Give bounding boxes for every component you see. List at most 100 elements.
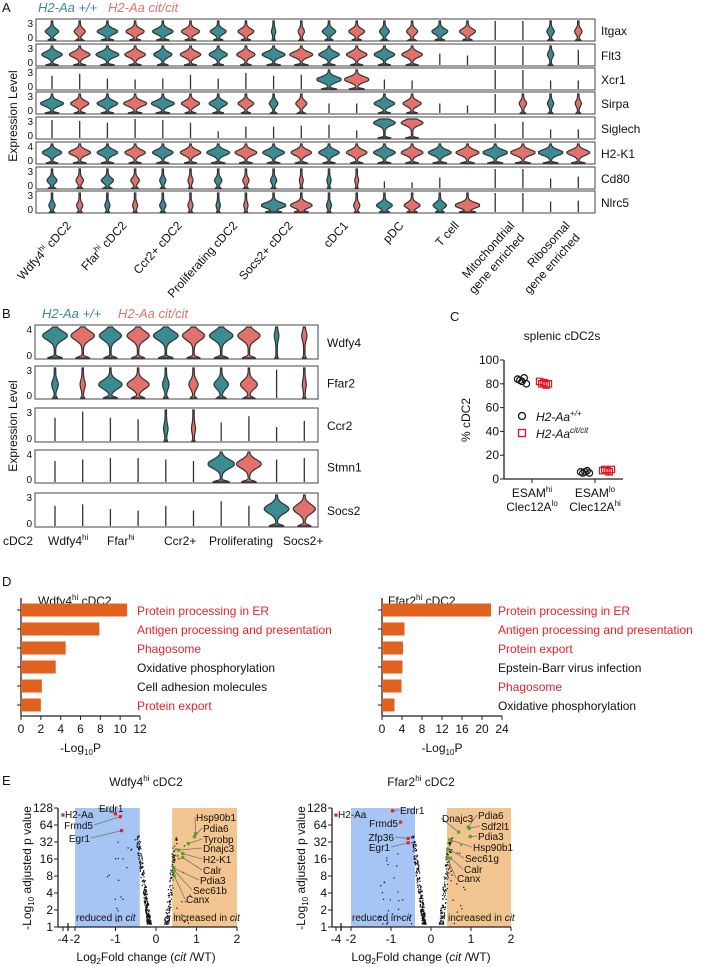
violin-row-frame (34, 407, 319, 443)
violin-cit (234, 143, 258, 164)
gene-point (451, 874, 453, 876)
gene-point (147, 920, 149, 923)
label-leader (390, 842, 409, 848)
violin-cit (301, 367, 307, 399)
panel-label-c: C (450, 309, 459, 324)
violin-wt (213, 367, 229, 399)
violin-wt (41, 45, 63, 66)
gene-point (164, 919, 166, 921)
gene-label: Pdia6 (478, 811, 504, 822)
gene-point (137, 852, 139, 854)
violin-wt (273, 326, 280, 359)
gene-point (176, 839, 178, 841)
gene-point (149, 914, 151, 916)
gene-point (412, 847, 415, 849)
gene-point (422, 920, 424, 922)
gene-point (440, 919, 442, 921)
violin-cit (126, 326, 150, 359)
y-tick-label: 4 (320, 886, 327, 900)
y-tick-max: 3 (27, 68, 33, 79)
gene-point (134, 839, 136, 841)
gene-point (444, 864, 447, 866)
text-span: reduced in (76, 913, 125, 924)
bar (382, 603, 491, 617)
gene-point (414, 855, 416, 857)
gene-point (137, 837, 139, 839)
gene-point (418, 884, 420, 886)
violin-row-siglech: 3 0 Siglech (27, 116, 640, 142)
gene-point (449, 842, 452, 845)
violin-cit (454, 192, 481, 213)
gene-point (423, 916, 425, 918)
gene-label: H2-Aa (338, 810, 367, 821)
gene-point (143, 892, 146, 894)
y-tick-label: 1 (320, 920, 327, 934)
increased-region-label: increased in cit (173, 913, 241, 924)
gene-point (415, 861, 417, 863)
gene-point (167, 908, 169, 910)
violin-wt (150, 93, 175, 114)
gene-point (172, 879, 174, 881)
x-axis-label: -Log10P (60, 741, 101, 757)
y-axis-label: -Log10 adjusted p value (294, 806, 310, 930)
gene-point (148, 922, 151, 924)
gene-point (383, 881, 385, 884)
gene-point (136, 846, 138, 848)
gene-point (117, 920, 120, 922)
gene-point (440, 915, 442, 917)
gene-point (417, 886, 419, 888)
violin-cit (292, 494, 316, 527)
gene-point (143, 902, 146, 904)
highlighted-gene-point (186, 841, 190, 846)
legend-entry: H2-Aa+/+ (536, 409, 582, 424)
gene-point (168, 918, 171, 920)
violin-row-frame (35, 190, 596, 214)
violin-wt (159, 168, 167, 189)
violin-wt (161, 367, 170, 399)
gene-point (447, 868, 450, 871)
gene-point (410, 923, 413, 925)
term-label: Oxidative phosphorylation (137, 661, 275, 675)
gene-point (147, 923, 149, 925)
gene-point (145, 890, 148, 892)
label-leader (446, 857, 457, 879)
highlighted-gene-point (399, 820, 403, 824)
violin-row-sirpa: 3 0 Sirpa (27, 91, 629, 117)
gene-label: Pdia3 (478, 832, 504, 843)
violin-row-frame (35, 67, 596, 91)
gene-point (167, 920, 169, 922)
y-tick-zero: 0 (27, 58, 33, 69)
legend-circle-icon (517, 411, 527, 421)
gene-point (173, 855, 175, 857)
gene-point (419, 880, 421, 882)
gene-point (420, 886, 422, 888)
y-tick-zero: 0 (27, 205, 33, 216)
gene-point (173, 872, 175, 874)
gene-label: Calr (464, 865, 483, 876)
violin-wt (373, 143, 396, 164)
gene-point (141, 857, 143, 859)
y-tick-max: 3 (26, 366, 32, 377)
gene-point (419, 877, 421, 879)
violin-wt (39, 93, 65, 114)
violin-wt (269, 168, 278, 189)
gene-point (144, 900, 146, 903)
gene-point (411, 842, 413, 844)
violin-cit (345, 143, 368, 164)
gene-point (414, 856, 416, 858)
gene-point (422, 897, 424, 900)
panel-label-d: D (2, 574, 11, 589)
gene-point (168, 920, 170, 922)
violin-cit (402, 93, 422, 114)
gene-point (168, 917, 170, 919)
gene-point (442, 920, 444, 922)
panel-label-e: E (2, 773, 11, 788)
x-tick-label: 8 (419, 722, 426, 736)
gene-point (420, 887, 422, 889)
gene-point (165, 911, 167, 914)
gene-point (445, 876, 447, 879)
y-tick-max: 3 (27, 44, 33, 55)
violin-row-frame (35, 166, 596, 190)
gene-point (144, 892, 146, 895)
gene-point (387, 921, 389, 923)
